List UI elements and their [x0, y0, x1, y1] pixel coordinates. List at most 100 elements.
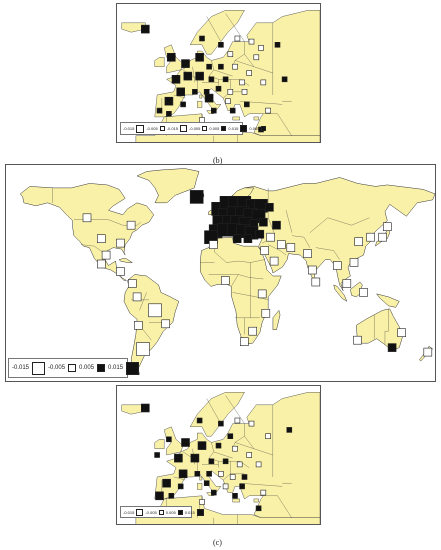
marker-negative [246, 70, 252, 76]
legend-label: -0.005 [145, 509, 157, 515]
marker-negative [148, 303, 162, 318]
legend-swatch-positive-large [126, 361, 140, 375]
marker-positive [243, 234, 253, 243]
marker-positive [259, 217, 268, 227]
marker-positive [174, 453, 183, 463]
marker-negative [239, 79, 245, 86]
marker-positive [181, 438, 190, 447]
marker-negative [132, 292, 142, 302]
marker-positive [171, 75, 181, 84]
marker-positive [183, 71, 193, 81]
country-border [239, 483, 283, 487]
marker-negative [97, 259, 106, 269]
country-border [73, 219, 141, 226]
legend-label: 0.005 [79, 365, 95, 371]
marker-positive [239, 483, 245, 490]
legend-item: -0.015 [12, 361, 48, 375]
landmass-corsica [199, 476, 203, 481]
marker-negative [128, 279, 137, 288]
marker-positive [215, 442, 222, 449]
legend-swatch-negative-large [136, 508, 144, 516]
marker-negative [307, 265, 317, 275]
marker-negative [397, 328, 406, 337]
marker-negative [248, 326, 257, 336]
marker-positive [274, 41, 281, 48]
europe-map-bottom [121, 392, 320, 524]
legend-item: 0.015 [108, 361, 142, 375]
country-border [139, 292, 147, 311]
marker-positive [168, 493, 175, 499]
country-border [173, 94, 186, 99]
landmass-crete [232, 116, 240, 121]
country-border [384, 308, 389, 332]
landmass-ireland [154, 439, 165, 449]
legend-item: 0.015 [185, 508, 206, 516]
marker-negative [258, 45, 264, 51]
legend-swatch-negative-large [32, 361, 46, 375]
marker-negative [276, 240, 286, 249]
legend-swatch-negative-small [159, 126, 165, 131]
marker-positive [208, 76, 215, 83]
country-border [244, 423, 255, 449]
marker-negative [97, 234, 106, 243]
marker-positive [194, 471, 201, 477]
legend-swatch-negative-large [136, 124, 145, 133]
marker-positive [208, 458, 215, 465]
legend-swatch-positive-small [97, 364, 106, 372]
country-border [291, 235, 311, 248]
landmass-ireland [154, 57, 165, 67]
legend-item: 0.015 [228, 125, 249, 132]
marker-negative [378, 232, 387, 242]
country-border [285, 210, 293, 233]
marker-negative [366, 232, 375, 242]
marker-positive [206, 471, 212, 477]
marker-negative [246, 452, 252, 458]
legend-swatch-negative-large [180, 125, 188, 132]
legend-label: 0.005 [209, 126, 220, 131]
marker-positive [222, 458, 229, 465]
marker-negative [255, 461, 262, 468]
legend-item: 0.005 [249, 126, 268, 131]
marker-negative [218, 471, 224, 477]
marker-negative [240, 337, 249, 346]
marker-negative [248, 420, 255, 427]
legend-item: -0.005 [189, 126, 209, 131]
map-legend-bottom: -0.015 -0.005 0.005 0.015 [120, 506, 204, 518]
marker-negative [134, 321, 143, 330]
marker-positive [206, 63, 212, 70]
country-border [208, 442, 219, 468]
map-panel-europe-bottom: -0.015 -0.005 0.005 0.015 [116, 385, 321, 525]
marker-negative [234, 417, 241, 424]
legend-item: 0.005 [79, 364, 108, 372]
marker-positive [164, 96, 174, 106]
marker-negative [260, 79, 267, 86]
marker-negative [303, 249, 312, 258]
map-legend-world: -0.015 -0.005 0.005 0.015 [8, 358, 140, 378]
marker-negative [359, 288, 368, 297]
country-border [81, 244, 105, 254]
marker-positive [255, 505, 262, 512]
marker-positive [180, 101, 186, 108]
country-border [225, 13, 245, 42]
marker-positive [204, 93, 214, 103]
country-border [206, 16, 221, 42]
marker-positive [211, 107, 217, 114]
landmass-greenland [136, 168, 200, 204]
marker-negative [234, 35, 241, 42]
legend-item: -0.005 [145, 509, 165, 515]
marker-positive [181, 59, 190, 68]
country-border [263, 113, 292, 136]
landmass-sardinia [197, 483, 203, 490]
legend-label: -0.015 [123, 126, 135, 131]
map-panel-europe-top: -0.015 -0.005 -0.015 -0.005 0.005 0.015 … [116, 3, 321, 143]
country-border [208, 274, 264, 280]
landmass-great-britain [164, 426, 184, 456]
marker-positive [166, 111, 172, 117]
legend-swatch-negative-small [68, 364, 77, 372]
country-border [213, 451, 233, 459]
marker-negative [241, 89, 248, 95]
marker-positive [166, 436, 172, 443]
landmass-sumatra [333, 284, 348, 302]
marker-negative [269, 256, 279, 266]
map-panel-world: -0.015 -0.005 0.005 0.015 [5, 164, 436, 382]
